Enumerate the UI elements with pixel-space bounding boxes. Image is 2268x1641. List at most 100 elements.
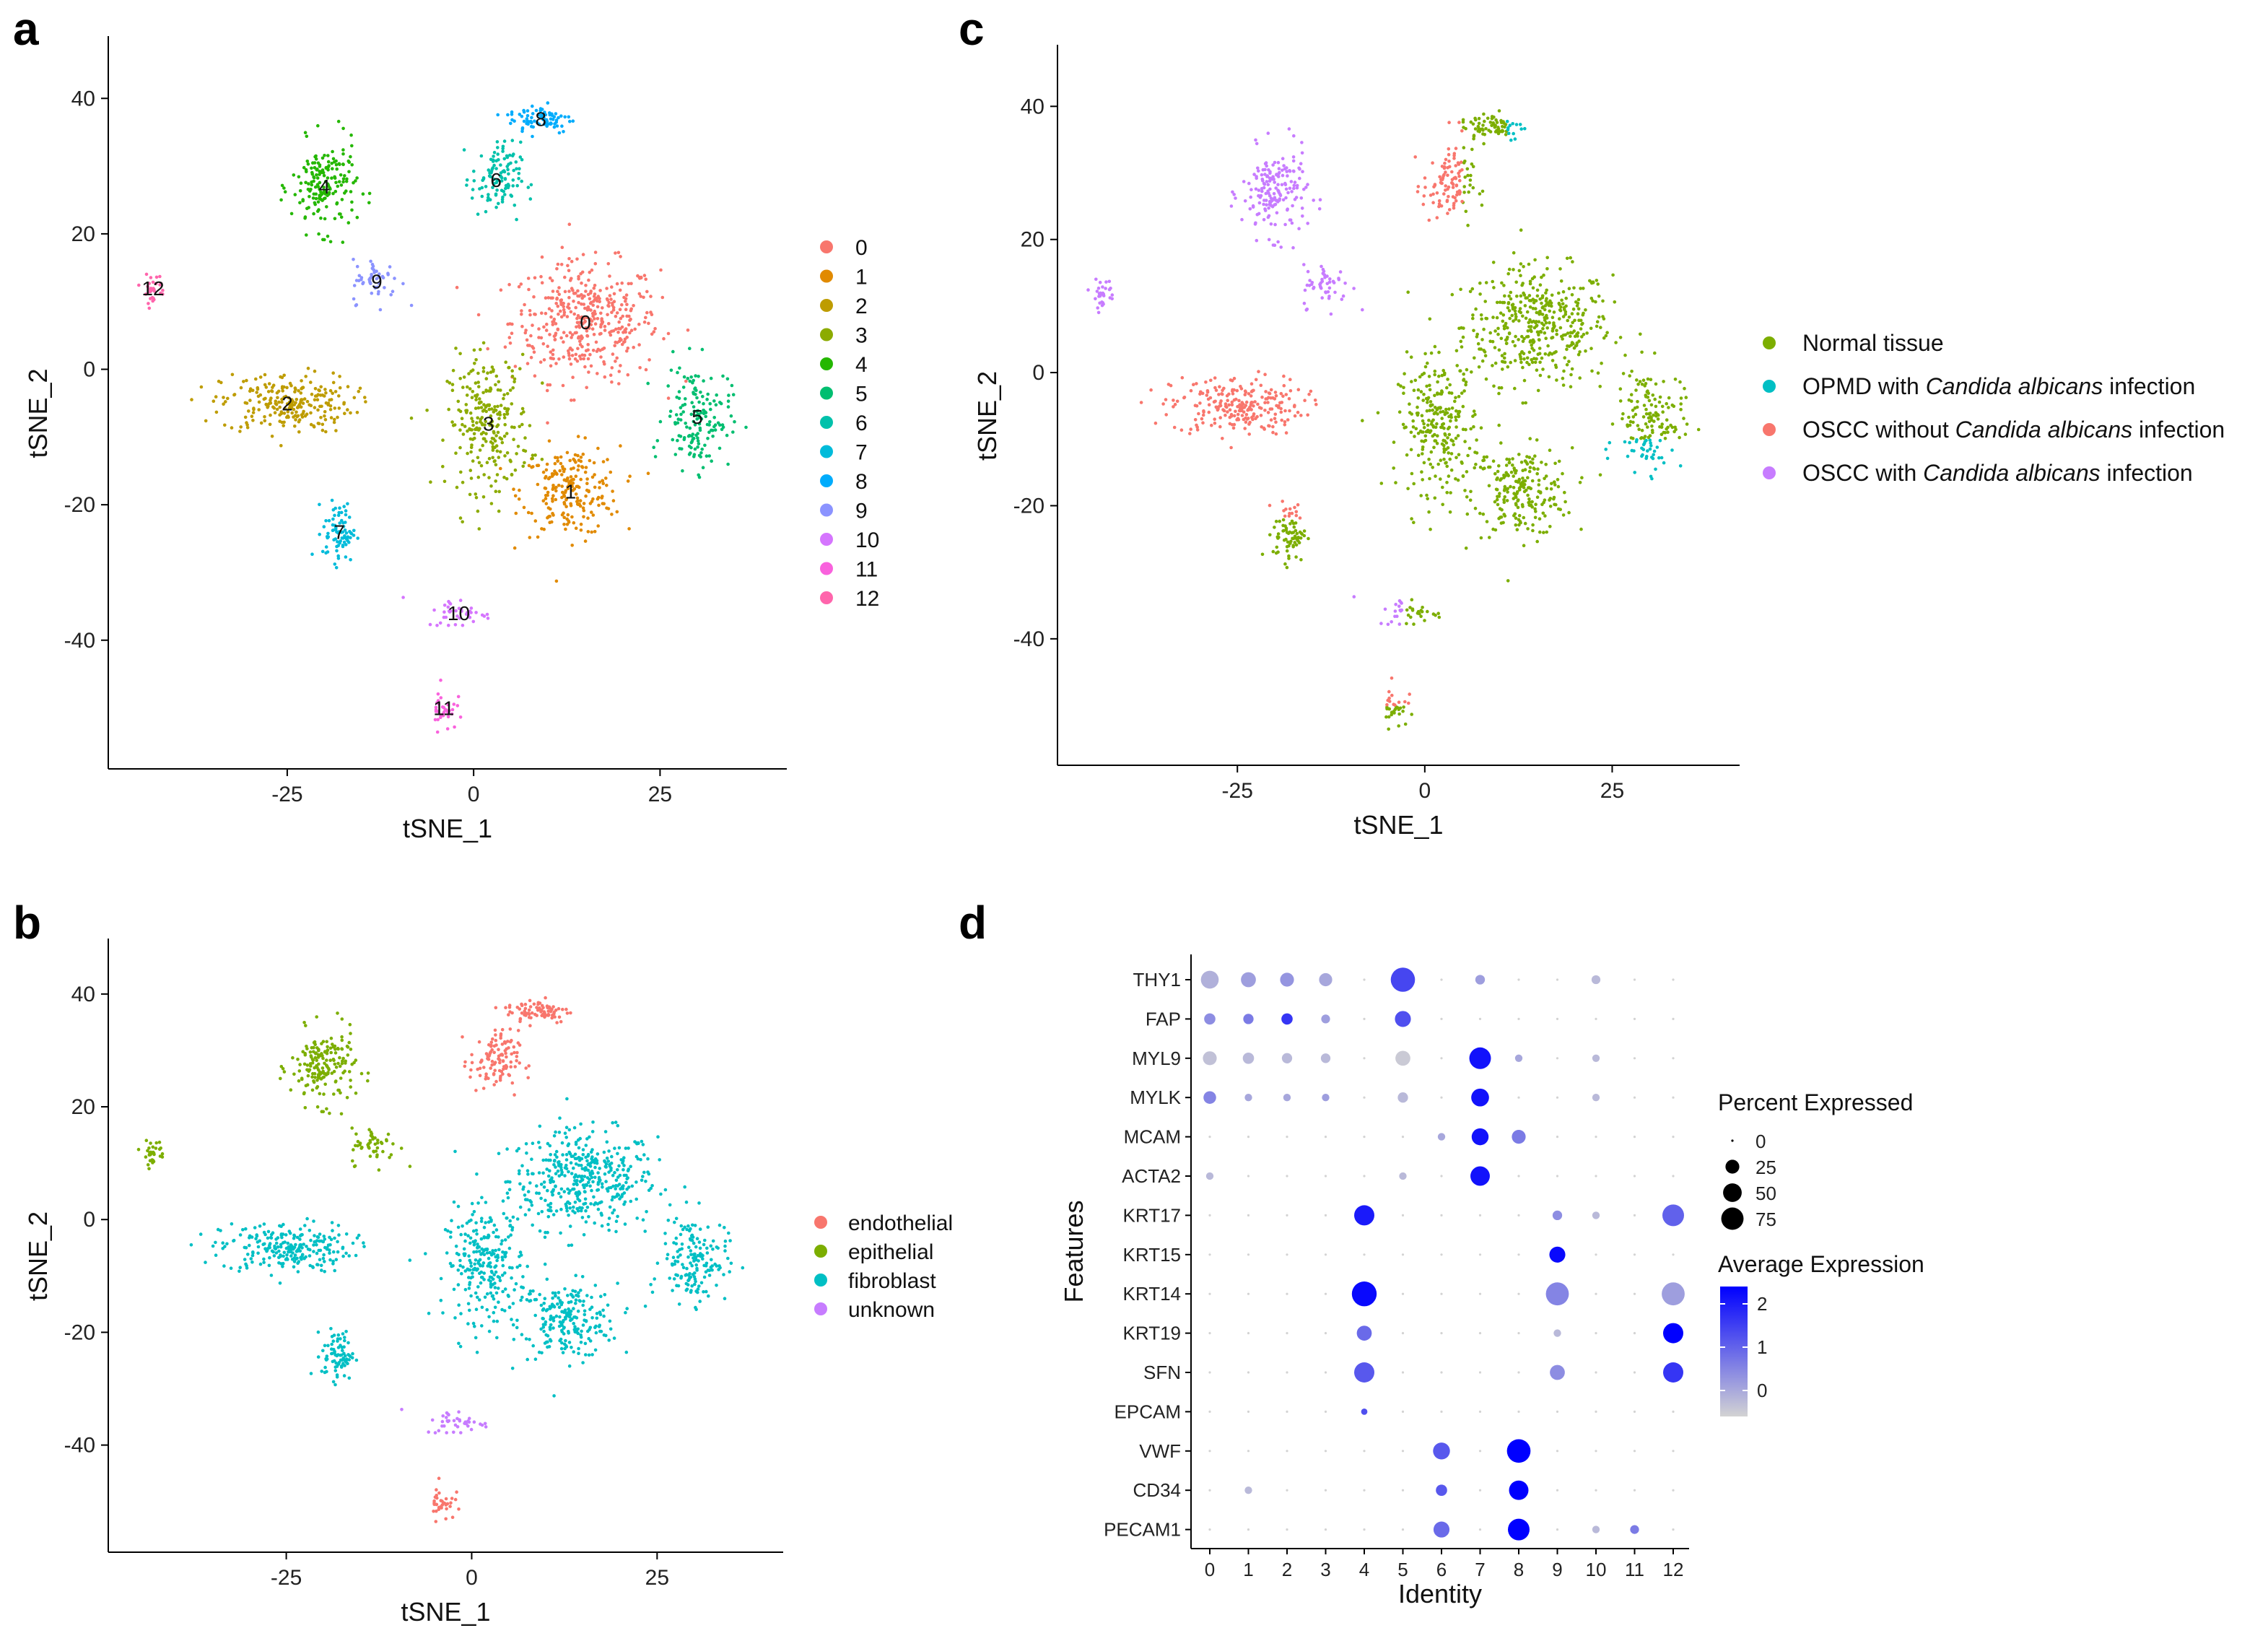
panel-b-point xyxy=(552,1305,557,1309)
panel-a-point xyxy=(328,240,333,244)
panel-a-point xyxy=(606,313,609,317)
panel-b-point xyxy=(645,1210,648,1214)
panel-c-point xyxy=(1202,410,1205,414)
panel-b-point xyxy=(572,1205,575,1209)
panel-a-point xyxy=(292,407,296,412)
panel-a-point xyxy=(511,386,515,390)
panel-c-point xyxy=(1488,331,1492,335)
panel-a-point xyxy=(324,430,328,434)
panel-b-point xyxy=(593,1157,598,1161)
panel-a-point xyxy=(448,381,452,385)
panel-a-point xyxy=(497,417,501,421)
panel-c-point xyxy=(1520,502,1525,507)
panel-a-point xyxy=(690,401,694,404)
panel-b-point xyxy=(306,1074,310,1078)
panel-c-point xyxy=(1528,282,1532,286)
panel-a-point xyxy=(290,398,294,401)
panel-c-point xyxy=(1456,434,1460,438)
panel-b-point xyxy=(622,1156,626,1159)
panel-b-point xyxy=(533,1313,537,1318)
panel-c-point xyxy=(1427,418,1431,422)
panel-b-point xyxy=(528,1024,532,1027)
panel-a-point xyxy=(152,287,156,292)
panel-a-point xyxy=(566,513,570,517)
panel-a-point xyxy=(446,715,450,719)
panel-a-point xyxy=(510,110,514,114)
panel-c-point xyxy=(1269,388,1273,392)
panel-c-point xyxy=(1517,269,1522,273)
panel-a-point xyxy=(480,416,484,419)
panel-b-point xyxy=(256,1245,261,1249)
panel-a-point xyxy=(468,427,472,432)
panel-a-point xyxy=(620,302,624,307)
panel-b-point xyxy=(343,1364,346,1367)
panel-a-point xyxy=(605,484,609,487)
panel-c-point xyxy=(1204,380,1208,384)
panel-b-point xyxy=(466,1234,470,1237)
panel-b-point xyxy=(292,1265,296,1269)
panel-a-point xyxy=(556,262,560,266)
panel-c-point xyxy=(1541,327,1545,331)
panel-a-point xyxy=(336,119,341,123)
panel-a-point xyxy=(480,613,484,617)
panel-b-point xyxy=(494,1255,497,1259)
panel-b-point xyxy=(549,1314,553,1318)
panel-b-point xyxy=(453,1497,458,1502)
panel-a-point xyxy=(302,397,307,401)
panel-b-legend-label: epithelial xyxy=(848,1240,933,1264)
panel-a-point xyxy=(602,502,606,505)
panel-c-point xyxy=(1536,467,1540,471)
panel-b-point xyxy=(590,1295,593,1300)
panel-a-point xyxy=(689,440,694,445)
panel-a-point xyxy=(662,336,666,341)
panel-b-point xyxy=(570,1346,573,1349)
panel-b-point xyxy=(349,1085,353,1089)
panel-b-point xyxy=(482,1236,487,1240)
panel-c-point xyxy=(1260,425,1263,429)
panel-c-point xyxy=(1520,350,1524,354)
panel-a-point xyxy=(503,177,507,181)
panel-a-point xyxy=(694,388,698,393)
panel-b-point xyxy=(530,1203,534,1207)
panel-c-point xyxy=(1485,520,1489,523)
panel-b-point xyxy=(491,1283,494,1287)
panel-c-point xyxy=(1565,256,1569,261)
panel-b-point xyxy=(494,1270,498,1274)
panel-a-point xyxy=(598,486,601,489)
panel-a-point xyxy=(659,268,663,272)
panel-b-point xyxy=(634,1154,639,1159)
panel-a-point xyxy=(615,282,619,286)
panel-b-point xyxy=(474,1089,478,1092)
panel-a-point xyxy=(501,195,505,199)
panel-a-point xyxy=(622,295,626,300)
panel-b-point xyxy=(641,1218,645,1222)
panel-b-point xyxy=(523,1213,528,1216)
panel-a-point xyxy=(567,222,572,227)
panel-c-point xyxy=(1164,413,1168,417)
panel-b-point xyxy=(433,1431,437,1435)
panel-a-point xyxy=(567,357,572,361)
panel-b-point xyxy=(542,1302,546,1305)
panel-b-point xyxy=(467,1416,471,1420)
panel-b-point xyxy=(359,1071,364,1076)
panel-a-point xyxy=(364,400,367,404)
panel-a-point xyxy=(575,484,579,489)
panel-c-point xyxy=(1555,378,1558,382)
panel-b-point xyxy=(589,1150,593,1154)
panel-c-point xyxy=(1409,430,1413,435)
panel-b-point xyxy=(546,1334,550,1338)
panel-b-point xyxy=(362,1241,365,1245)
panel-b-point xyxy=(578,1206,582,1210)
panel-c-point xyxy=(1544,291,1548,295)
panel-b-point xyxy=(345,1044,349,1048)
panel-a-point xyxy=(326,550,330,554)
panel-a-point xyxy=(149,290,152,293)
panel-a-point xyxy=(456,399,461,404)
panel-b-point xyxy=(292,1072,296,1076)
panel-a-point xyxy=(336,513,341,518)
panel-a-point xyxy=(515,183,519,188)
panel-a-point xyxy=(337,394,341,398)
panel-b-point xyxy=(572,1166,575,1170)
panel-a-point xyxy=(378,308,383,312)
panel-b-point xyxy=(559,1195,563,1199)
